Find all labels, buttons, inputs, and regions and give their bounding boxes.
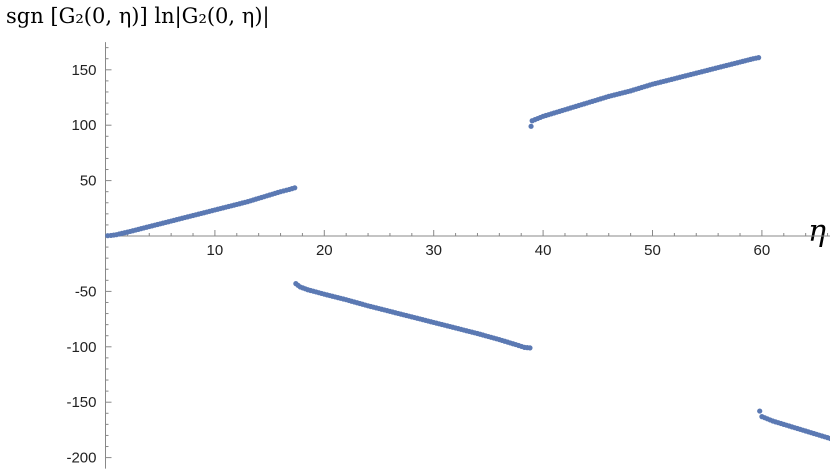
y-tick-label: -150 <box>66 394 96 411</box>
data-point <box>528 123 534 129</box>
data-point <box>292 185 298 191</box>
data-point <box>757 408 763 414</box>
data-point <box>527 345 533 351</box>
x-tick-label: 40 <box>535 242 552 259</box>
x-tick-label: 60 <box>754 242 771 259</box>
x-tick-label: 30 <box>425 242 442 259</box>
y-tick-label: -50 <box>75 283 97 300</box>
data-point <box>756 55 762 61</box>
y-tick-label: 100 <box>71 117 96 134</box>
x-axis-label: η <box>808 214 826 249</box>
x-tick-label: 20 <box>316 242 333 259</box>
x-tick-label: 10 <box>207 242 224 259</box>
y-axis-label: sgn [G₂(0, η)] ln|G₂(0, η)| <box>6 4 270 28</box>
y-tick-label: -100 <box>66 339 96 356</box>
data-point-fill <box>827 435 830 442</box>
y-tick-label: 150 <box>71 62 96 79</box>
y-tick-label: 50 <box>80 173 97 190</box>
y-tick-label: -200 <box>66 450 96 467</box>
x-tick-label: 50 <box>644 242 661 259</box>
